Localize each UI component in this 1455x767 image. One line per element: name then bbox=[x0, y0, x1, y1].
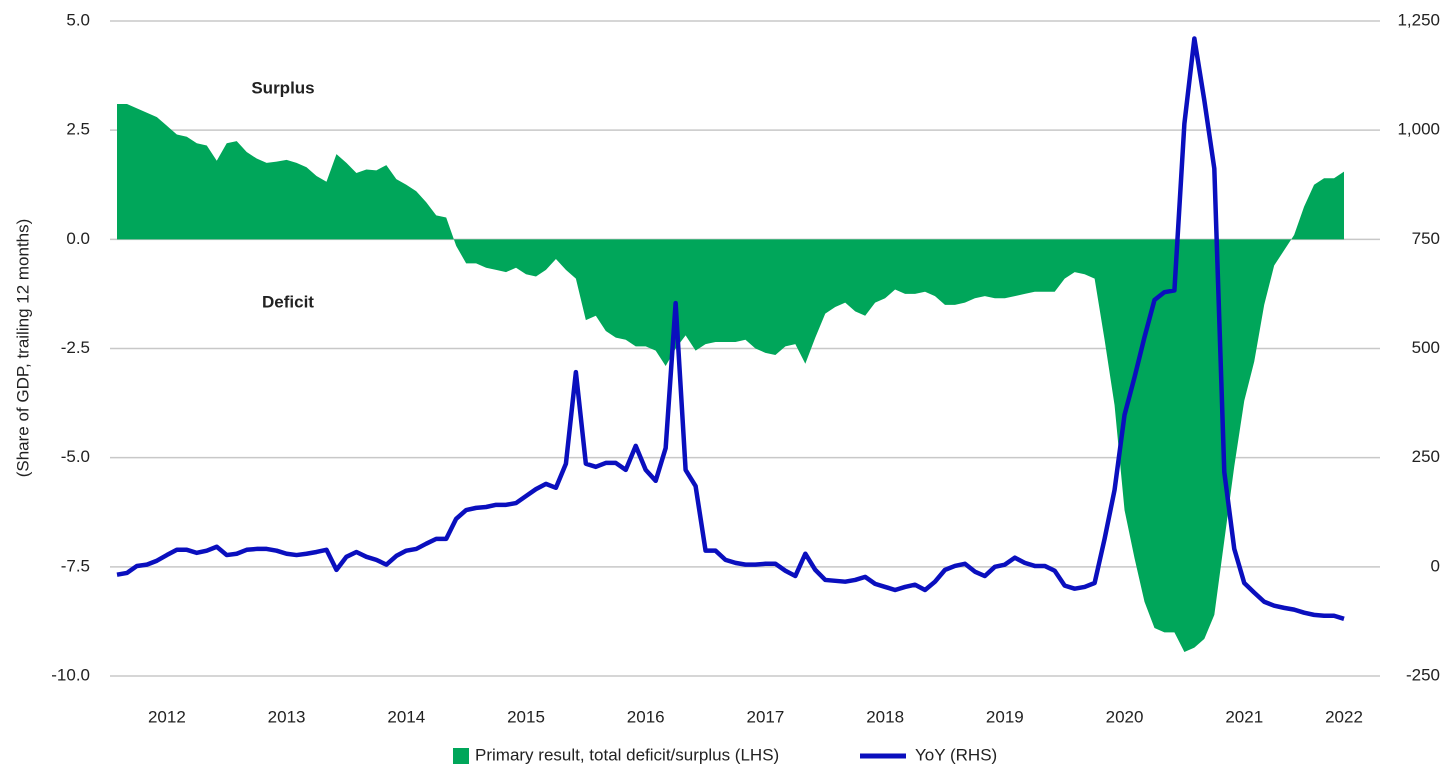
x-tick-label: 2012 bbox=[148, 707, 186, 726]
annotation: Surplus bbox=[251, 78, 314, 97]
x-tick-label: 2015 bbox=[507, 707, 545, 726]
x-tick-label: 2022 bbox=[1325, 707, 1363, 726]
legend-swatch bbox=[453, 748, 469, 764]
y2-tick-label: 1,250 bbox=[1397, 10, 1440, 29]
x-tick-label: 2019 bbox=[986, 707, 1024, 726]
y2-tick-label: 1,000 bbox=[1397, 120, 1440, 139]
x-tick-label: 2013 bbox=[268, 707, 306, 726]
x-tick-label: 2020 bbox=[1106, 707, 1144, 726]
y2-tick-label: 750 bbox=[1412, 229, 1440, 248]
y-tick-label: -7.5 bbox=[61, 556, 90, 575]
x-tick-label: 2016 bbox=[627, 707, 665, 726]
y2-tick-label: 250 bbox=[1412, 447, 1440, 466]
y2-tick-label: -250 bbox=[1406, 665, 1440, 684]
labels: -10.0 -7.5 -5.0 -2.5 0.0 2.5 5.0 -250 0 250 500 750… bbox=[51, 10, 1440, 764]
line bbox=[116, 36, 1345, 621]
y-tick-label: 0.0 bbox=[66, 229, 90, 248]
y-tick-label: 2.5 bbox=[66, 120, 90, 139]
y2-tick-label: 500 bbox=[1412, 338, 1440, 357]
legend-label: YoY (RHS) bbox=[915, 745, 997, 764]
x-tick-label: 2014 bbox=[387, 707, 425, 726]
y-tick-label: 5.0 bbox=[66, 10, 90, 29]
x-tick-label: 2018 bbox=[866, 707, 904, 726]
y-tick-label: -2.5 bbox=[61, 338, 90, 357]
annotation: Deficit bbox=[262, 292, 314, 311]
y-tick-label: -10.0 bbox=[51, 665, 90, 684]
y-axis-label: (Share of GDP, trailing 12 months) bbox=[13, 219, 32, 478]
x-tick-label: 2017 bbox=[747, 707, 785, 726]
plot-area bbox=[116, 36, 1345, 652]
y2-tick-label: 0 bbox=[1431, 556, 1440, 575]
x-tick-label: 2021 bbox=[1225, 707, 1263, 726]
y-tick-label: -5.0 bbox=[61, 447, 90, 466]
area bbox=[117, 103, 1344, 652]
legend-label: Primary result, total deficit/surplus (L… bbox=[475, 745, 779, 764]
